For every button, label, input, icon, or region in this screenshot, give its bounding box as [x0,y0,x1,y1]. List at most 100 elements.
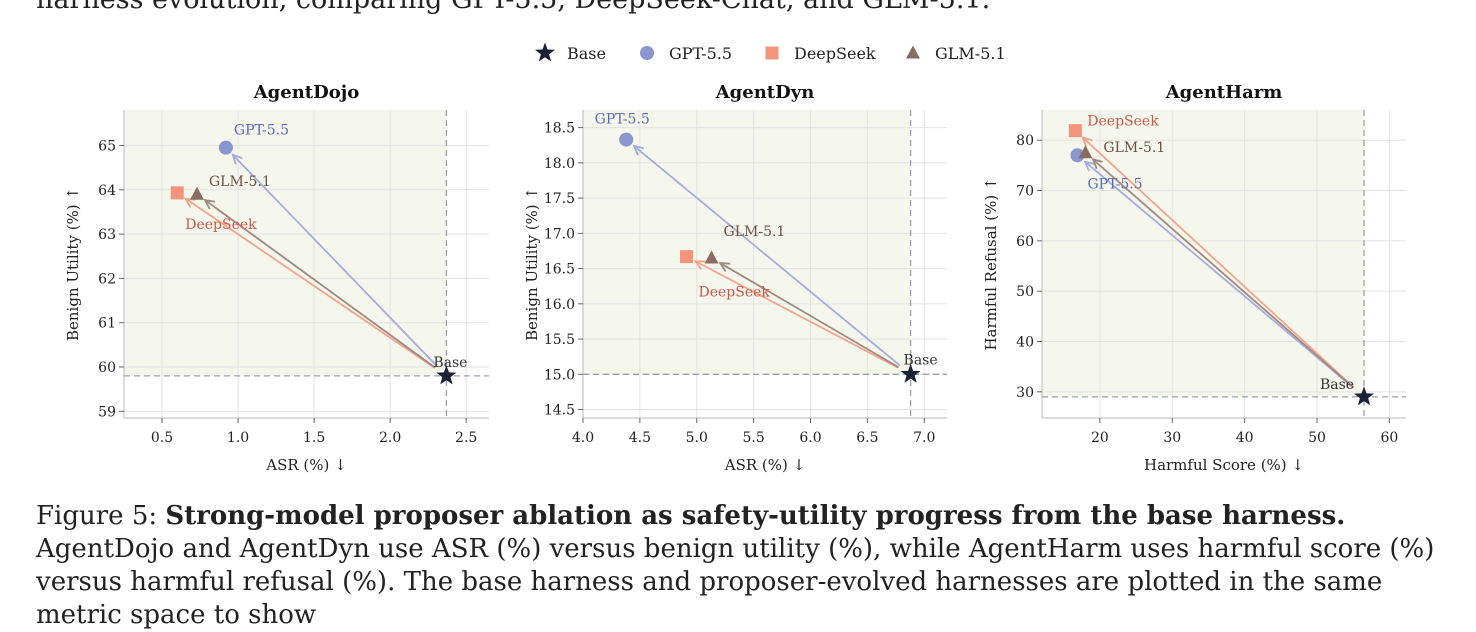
point-label-base: Base [433,355,467,371]
legend-label: Base [567,44,606,63]
point-label-base: Base [1320,377,1354,393]
arrow-gpt-5-5 [1083,160,1354,389]
point-label-deepseek: DeepSeek [1087,114,1159,130]
legend-label: GLM-5.1 [935,44,1006,63]
chart-panels: 0.5 1.0 1.5 2.0 2.5 59 60 61 62 63 64 65 AgentDojo AS… [64,82,1406,474]
legend-item-base: Base [535,42,606,63]
x-tick-label: 6.0 [799,430,821,446]
y-tick-label: 18.0 [544,156,575,172]
chart-agentharm: 20 30 40 50 60 30 40 50 60 70 80 AgentHarm Harmful S… [982,82,1406,474]
y-tick-label: 63 [98,227,116,243]
x-tick-label: 5.0 [686,430,708,446]
y-tick-label: 40 [1016,335,1034,351]
legend-label: DeepSeek [794,44,876,63]
x-tick-label: 2.0 [379,430,401,446]
y-tick-label: 14.5 [544,403,575,419]
point-deepseek [170,186,184,200]
chart-agentdyn: 4.0 4.5 5.0 5.5 6.0 6.5 7.0 14.5 15.0 15.5 16.0 16.… [523,82,947,474]
y-tick-label: 15.0 [544,367,575,383]
point-gpt-5-5 [218,140,233,155]
point-glm-5-1 [704,250,719,264]
arrow-glm-5-1 [1091,158,1355,389]
arrow-deepseek [693,260,899,369]
y-tick-label: 16.0 [544,297,575,313]
point-label-glm-5-1: GLM-5.1 [724,224,786,240]
arrow-gpt-5-5 [632,144,901,367]
y-tick-label: 70 [1016,184,1034,200]
caption-rest: AgentDojo and AgentDyn use ASR (%) versu… [36,534,1435,630]
x-tick-label: 1.0 [227,430,249,446]
point-label-glm-5-1: GLM-5.1 [209,174,271,190]
legend-item-deepseek: DeepSeek [765,44,876,63]
point-base [1354,386,1375,406]
y-tick-label: 17.0 [544,226,575,242]
legend-label: GPT-5.5 [669,44,732,63]
y-tick-label: 65 [98,138,116,154]
caption-prefix: Figure 5: [36,501,166,531]
y-axis-label: Benign Utility (%) ↑ [523,187,541,341]
y-tick-label: 64 [98,183,116,199]
x-tick-label: 4.0 [572,430,594,446]
point-gpt-5-5 [619,132,634,147]
legend-item-gpt-5-5: GPT-5.5 [640,44,732,63]
y-tick-label: 61 [98,316,116,332]
point-base [436,365,457,385]
legend-marker-star [535,42,555,62]
x-axis-label: ASR (%) ↓ [724,456,805,474]
improvement-region [124,110,447,376]
point-label-gpt-5-5: GPT-5.5 [1087,176,1142,192]
legend-marker-square [765,46,779,60]
x-tick-label: 40 [1236,430,1254,446]
point-glm-5-1 [1078,145,1093,159]
y-tick-label: 50 [1016,284,1034,300]
x-tick-label: 60 [1380,430,1398,446]
legend: Base GPT-5.5 DeepSeek GLM-5.1 [535,42,1006,63]
x-tick-label: 20 [1091,430,1109,446]
point-label-gpt-5-5: GPT-5.5 [234,123,289,139]
point-label-deepseek: DeepSeek [699,285,771,301]
x-tick-label: 1.5 [303,430,325,446]
x-tick-label: 4.5 [629,430,651,446]
point-glm-5-1 [190,186,204,200]
y-tick-label: 62 [98,271,116,287]
point-label-deepseek: DeepSeek [185,217,257,233]
chart-title: AgentHarm [1165,82,1283,103]
preceding-text-line: harness evolution, comparing GPT-5.5, De… [36,0,990,15]
legend-marker-triangle [906,45,920,59]
arrow-glm-5-1 [718,262,899,369]
x-tick-label: 2.5 [455,430,477,446]
y-tick-label: 30 [1016,385,1034,401]
figure-5: Base GPT-5.5 DeepSeek GLM-5.1 0.5 1.0 1.5 2.0 2… [64,42,1406,474]
x-tick-label: 6.5 [856,430,878,446]
y-tick-label: 80 [1016,133,1034,149]
y-axis-label: Benign Utility (%) ↑ [64,187,82,341]
y-tick-label: 17.5 [544,191,575,207]
point-base [900,363,921,383]
chart-agentdojo: 0.5 1.0 1.5 2.0 2.5 59 60 61 62 63 64 65 AgentDojo AS… [64,82,489,474]
legend-marker-circle [640,46,654,60]
y-tick-label: 59 [98,404,116,420]
chart-title: AgentDojo [253,82,360,103]
x-tick-label: 30 [1163,430,1181,446]
y-tick-label: 60 [98,360,116,376]
x-tick-label: 7.0 [913,430,935,446]
y-tick-label: 15.5 [544,332,575,348]
arrow-glm-5-1 [203,198,436,369]
caption-bold: Strong-model proposer ablation as safety… [165,501,1346,531]
x-tick-label: 0.5 [151,430,173,446]
arrow-gpt-5-5 [231,153,438,367]
chart-title: AgentDyn [715,82,815,103]
point-label-glm-5-1: GLM-5.1 [1103,140,1165,156]
point-deepseek [680,250,694,264]
point-gpt-5-5 [1070,148,1085,163]
arrow-deepseek [1081,136,1355,389]
x-axis-label: Harmful Score (%) ↓ [1144,456,1304,474]
x-tick-label: 5.5 [742,430,764,446]
legend-item-glm-5-1: GLM-5.1 [906,44,1006,63]
point-deepseek [1068,124,1082,138]
figure-caption: Figure 5: Strong-model proposer ablation… [36,500,1446,632]
x-axis-label: ASR (%) ↓ [265,456,346,474]
y-tick-label: 16.5 [544,262,575,278]
point-label-base: Base [904,352,938,368]
y-tick-label: 18.5 [544,121,575,137]
